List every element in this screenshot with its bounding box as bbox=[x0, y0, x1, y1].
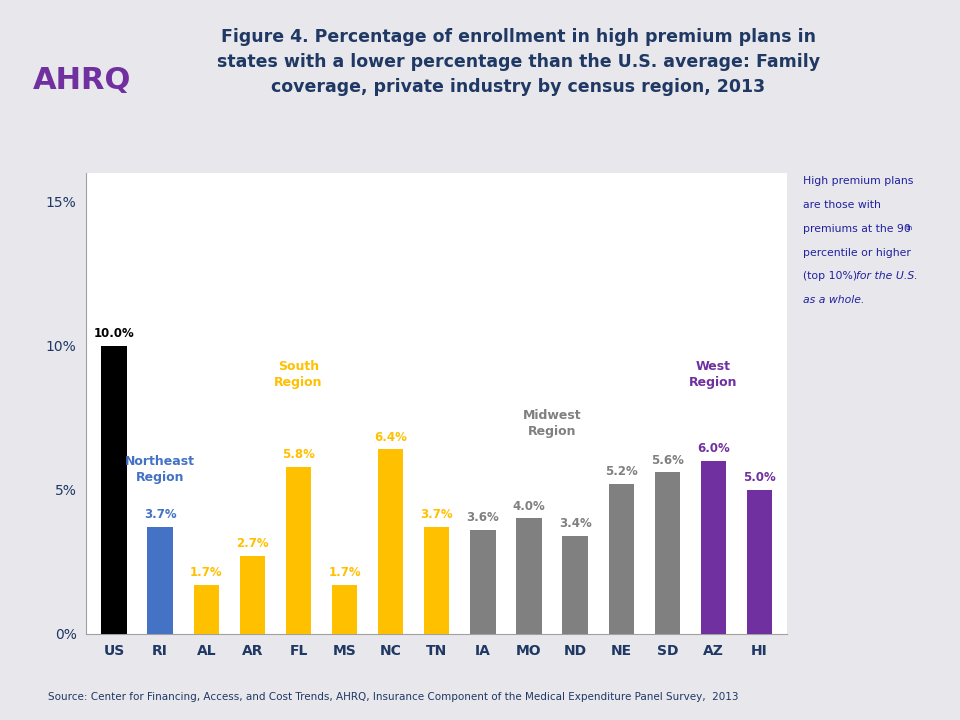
Text: High premium plans: High premium plans bbox=[803, 176, 913, 186]
Bar bbox=[148, 527, 173, 634]
Text: for the U.S.: for the U.S. bbox=[856, 271, 918, 282]
Text: Northeast
Region: Northeast Region bbox=[125, 455, 195, 484]
Text: Figure 4. Percentage of enrollment in high premium plans in
states with a lower : Figure 4. Percentage of enrollment in hi… bbox=[217, 28, 820, 96]
Text: 1.7%: 1.7% bbox=[190, 566, 223, 579]
Bar bbox=[424, 527, 449, 634]
Text: 3.7%: 3.7% bbox=[144, 508, 177, 521]
Bar bbox=[516, 518, 541, 634]
Bar bbox=[609, 484, 634, 634]
Text: 3.6%: 3.6% bbox=[467, 511, 499, 524]
Text: premiums at the 90: premiums at the 90 bbox=[803, 224, 910, 234]
Text: West
Region: West Region bbox=[689, 360, 737, 389]
Bar bbox=[701, 461, 726, 634]
Bar bbox=[240, 556, 265, 634]
Text: Midwest
Region: Midwest Region bbox=[523, 409, 582, 438]
Text: (top 10%): (top 10%) bbox=[803, 271, 860, 282]
Bar bbox=[563, 536, 588, 634]
Text: th: th bbox=[906, 225, 914, 231]
Text: 2.7%: 2.7% bbox=[236, 537, 269, 550]
Text: South
Region: South Region bbox=[275, 360, 323, 389]
Bar bbox=[332, 585, 357, 634]
Text: 5.0%: 5.0% bbox=[743, 471, 776, 484]
Text: 10.0%: 10.0% bbox=[94, 327, 134, 340]
Text: Source: Center for Financing, Access, and Cost Trends, AHRQ, Insurance Component: Source: Center for Financing, Access, an… bbox=[48, 692, 738, 702]
Text: as a whole.: as a whole. bbox=[803, 295, 864, 305]
Text: 4.0%: 4.0% bbox=[513, 500, 545, 513]
Text: 5.8%: 5.8% bbox=[282, 448, 315, 461]
Text: 5.2%: 5.2% bbox=[605, 465, 637, 478]
Bar bbox=[102, 346, 127, 634]
Text: 6.4%: 6.4% bbox=[374, 431, 407, 444]
Bar bbox=[470, 530, 495, 634]
Bar bbox=[655, 472, 680, 634]
Text: 3.7%: 3.7% bbox=[420, 508, 453, 521]
Bar bbox=[286, 467, 311, 634]
Text: AHRQ: AHRQ bbox=[33, 66, 131, 95]
Bar bbox=[378, 449, 403, 634]
Text: are those with: are those with bbox=[803, 200, 880, 210]
Text: 6.0%: 6.0% bbox=[697, 442, 730, 455]
Text: 1.7%: 1.7% bbox=[328, 566, 361, 579]
Text: 5.6%: 5.6% bbox=[651, 454, 684, 467]
Bar bbox=[747, 490, 772, 634]
Bar bbox=[194, 585, 219, 634]
Text: percentile or higher: percentile or higher bbox=[803, 248, 910, 258]
Text: 3.4%: 3.4% bbox=[559, 517, 591, 530]
